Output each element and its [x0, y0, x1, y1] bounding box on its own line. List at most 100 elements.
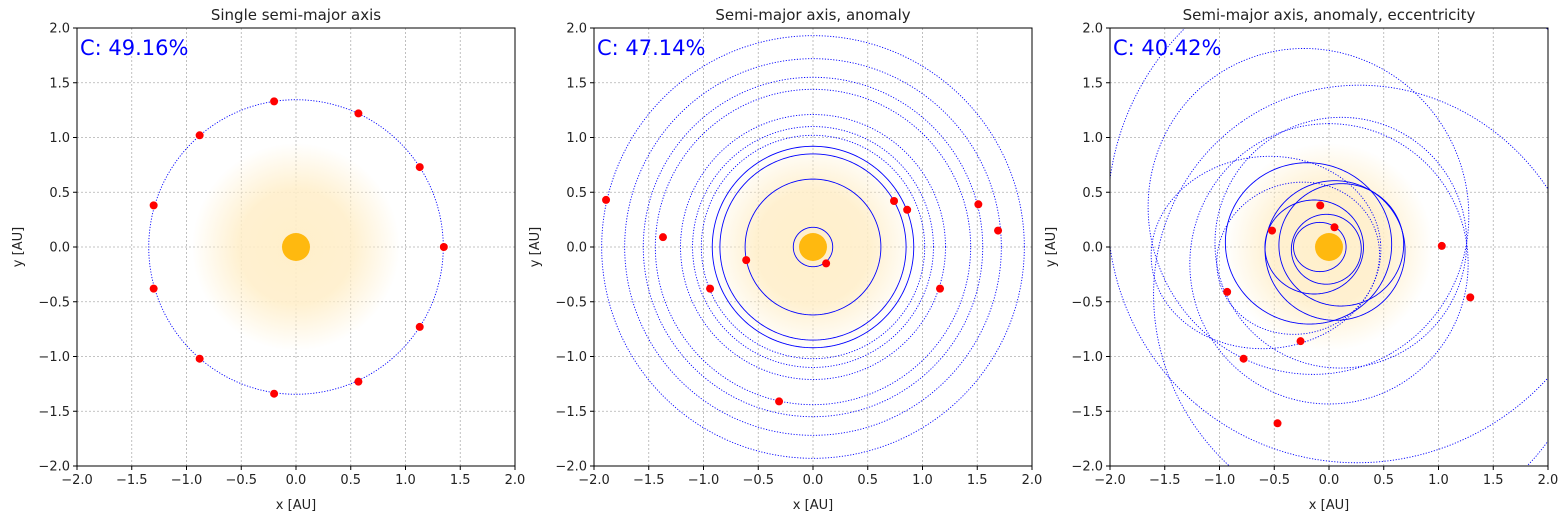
orbit-path	[700, 134, 926, 360]
subplot-1-ylabel: y [AU]	[11, 227, 26, 267]
y-tick-label: −2.0	[1071, 460, 1103, 475]
y-tick-label: −0.5	[38, 295, 70, 310]
subplot-1-plot-area	[77, 28, 515, 466]
subplot-2-xlabel: x [AU]	[793, 498, 833, 513]
orbit-path	[1224, 162, 1393, 325]
x-tick-label: 0.0	[286, 473, 307, 488]
planet-point	[1239, 354, 1248, 363]
x-tick-label: −2.0	[61, 473, 93, 488]
subplot-2-coverage-annotation: C: 47.14%	[597, 36, 706, 60]
x-tick-label: 2.0	[1022, 473, 1043, 488]
planet-point	[1223, 287, 1232, 296]
subplot-3-plot-area	[1110, 28, 1548, 466]
subplot-3-title: Semi-major axis, anomaly, eccentricity	[1183, 6, 1476, 24]
orbit-path	[624, 58, 1002, 436]
planet-point	[775, 397, 784, 406]
planet-point	[149, 201, 158, 210]
subplot-2-title: Semi-major axis, anomaly	[715, 6, 910, 24]
y-tick-label: 1.5	[566, 76, 587, 91]
x-tick-label: 1.5	[967, 473, 988, 488]
y-tick-label: −1.5	[1071, 405, 1103, 420]
planet-point	[415, 322, 424, 331]
x-tick-label: −1.5	[116, 473, 148, 488]
x-tick-label: −2.0	[578, 473, 610, 488]
planet-point	[822, 259, 831, 268]
planet-point	[354, 377, 363, 386]
y-tick-label: −1.0	[1071, 350, 1103, 365]
orbit-path	[1264, 180, 1406, 321]
planet-point	[195, 131, 204, 140]
planet-point	[1437, 241, 1446, 250]
subplot-3-ylabel: y [AU]	[1044, 227, 1059, 267]
x-tick-label: −1.5	[633, 473, 665, 488]
planet-point	[1296, 337, 1305, 346]
x-tick-label: −0.5	[742, 473, 774, 488]
y-tick-label: 0.0	[566, 241, 587, 256]
y-tick-label: −0.5	[1071, 295, 1103, 310]
planet-point	[890, 197, 899, 206]
y-tick-label: 1.0	[49, 131, 70, 146]
subplot-1-coverage-annotation: C: 49.16%	[80, 36, 189, 60]
subplot-3: −2.0−2.0 −1.5 −1.5 −1.0 −1.0 −0.5 −0.5 0.0 0.0 0.…	[1044, 6, 1559, 513]
planet-point	[149, 284, 158, 293]
x-tick-label: 1.0	[912, 473, 933, 488]
sun-marker	[799, 233, 827, 261]
orbit-path	[148, 99, 444, 395]
x-tick-label: −0.5	[225, 473, 257, 488]
x-tick-label: −1.0	[688, 473, 720, 488]
sun-marker	[1315, 233, 1343, 261]
planet-point	[439, 243, 448, 251]
y-tick-label: 0.5	[566, 186, 587, 201]
x-tick-label: 1.0	[395, 473, 416, 488]
planet-point	[270, 97, 279, 106]
y-tick-label: 2.0	[49, 22, 70, 37]
subplot-2-plot-area	[594, 28, 1032, 466]
planet-point	[195, 354, 204, 363]
y-tick-label: −2.0	[555, 460, 587, 475]
y-tick-label: −0.5	[555, 295, 587, 310]
x-tick-label: −1.0	[1204, 473, 1236, 488]
x-tick-label: 1.5	[450, 473, 471, 488]
y-tick-label: −2.0	[38, 460, 70, 475]
planet-point	[602, 195, 611, 204]
x-tick-label: 0.0	[803, 473, 824, 488]
y-tick-label: 0.0	[49, 241, 70, 256]
y-tick-label: 1.5	[1082, 76, 1103, 91]
orbit-path	[711, 145, 915, 349]
x-tick-label: −1.5	[1149, 473, 1181, 488]
planet-point	[1273, 419, 1282, 428]
orbit-path	[1147, 48, 1470, 375]
x-tick-label: 0.5	[1373, 473, 1394, 488]
orbit-path	[601, 35, 1025, 459]
planet-point	[1466, 293, 1475, 302]
orbit-path	[744, 178, 882, 316]
planet-point	[706, 284, 715, 293]
y-tick-label: 1.0	[1082, 131, 1103, 146]
orbit-path	[1290, 213, 1362, 285]
x-tick-label: 1.5	[1483, 473, 1504, 488]
x-tick-label: 2.0	[505, 473, 526, 488]
y-tick-label: 2.0	[566, 22, 587, 37]
subplot-1-title: Single semi-major axis	[211, 6, 381, 24]
planet-point	[1330, 223, 1339, 232]
orbit-path	[642, 76, 984, 418]
subplot-1: −2.0−2.0 −1.5 −1.5 −1.0 −1.0 −0.5 −0.5 0.0 0.0 0.…	[11, 6, 525, 513]
x-tick-label: 1.0	[1428, 473, 1449, 488]
x-tick-label: 0.5	[340, 473, 361, 488]
y-tick-label: 0.0	[1082, 241, 1103, 256]
planet-point	[1268, 226, 1277, 235]
subplot-3-coverage-annotation: C: 40.42%	[1113, 36, 1222, 60]
y-tick-label: 0.5	[1082, 186, 1103, 201]
y-tick-label: −1.0	[38, 350, 70, 365]
x-tick-label: 2.0	[1538, 473, 1559, 488]
sun-marker	[282, 233, 310, 261]
planet-point	[658, 233, 667, 242]
planet-point	[415, 163, 424, 172]
planet-point	[994, 226, 1003, 235]
y-tick-label: 2.0	[1082, 22, 1103, 37]
y-tick-label: −1.5	[555, 405, 587, 420]
orbit-path	[692, 126, 934, 368]
orbit-path	[719, 153, 907, 341]
x-tick-label: −1.0	[171, 473, 203, 488]
